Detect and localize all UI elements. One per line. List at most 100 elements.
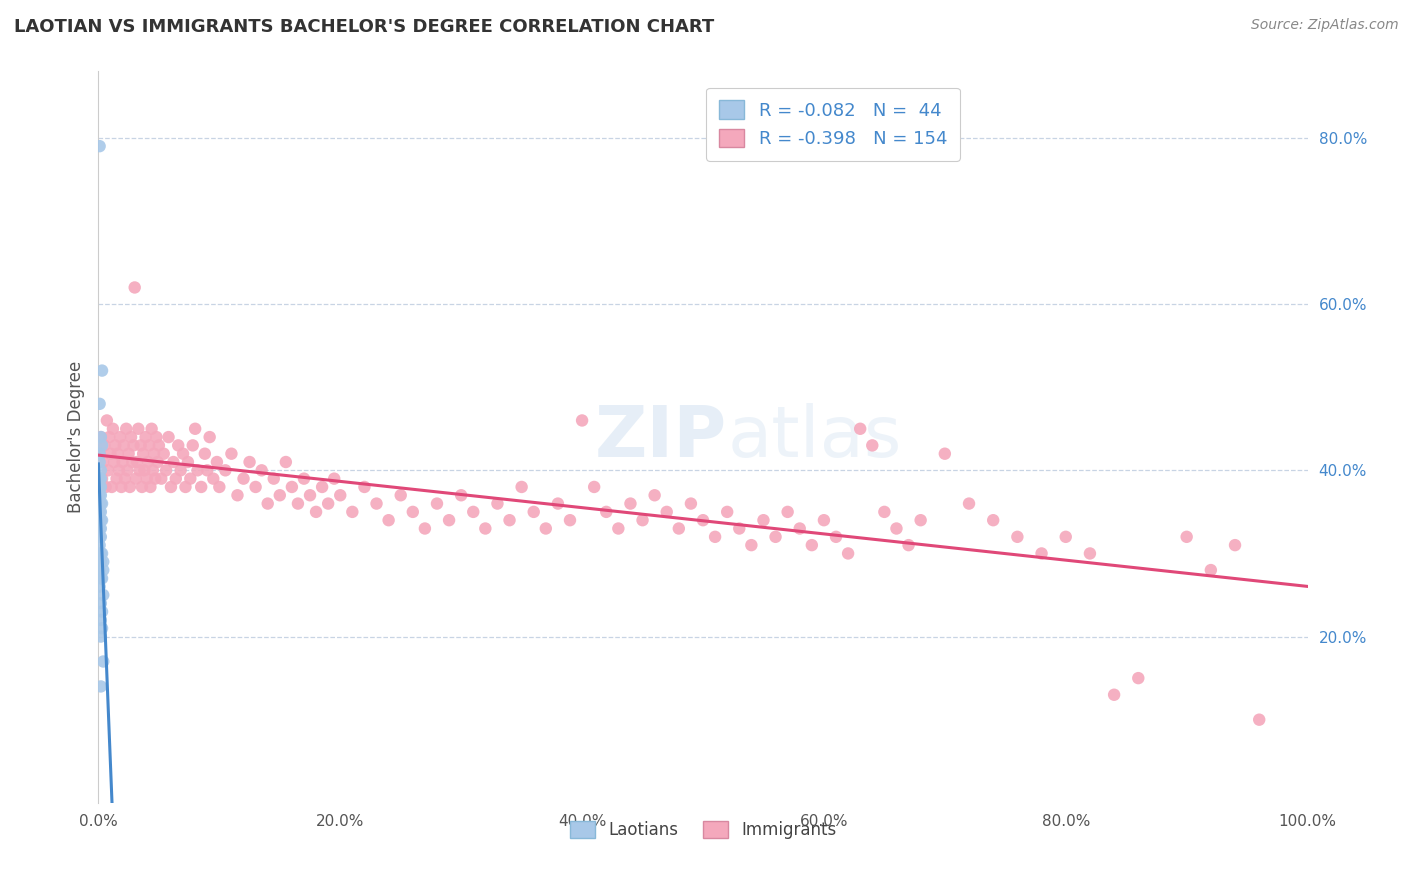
Point xyxy=(105,472,128,486)
Point xyxy=(115,422,138,436)
Point xyxy=(245,480,267,494)
Point xyxy=(96,413,118,427)
Point xyxy=(1007,530,1029,544)
Point xyxy=(198,430,221,444)
Point xyxy=(437,513,460,527)
Point xyxy=(91,588,114,602)
Point xyxy=(90,513,112,527)
Point xyxy=(138,438,160,452)
Point xyxy=(181,438,204,452)
Point xyxy=(631,513,654,527)
Point xyxy=(91,513,114,527)
Point xyxy=(89,521,111,535)
Point xyxy=(90,555,112,569)
Point xyxy=(263,472,285,486)
Point xyxy=(353,480,375,494)
Point xyxy=(292,472,315,486)
Point xyxy=(142,463,165,477)
Point xyxy=(498,513,520,527)
Point xyxy=(120,430,142,444)
Point xyxy=(957,497,980,511)
Point xyxy=(190,480,212,494)
Point xyxy=(117,463,139,477)
Point xyxy=(98,430,121,444)
Point xyxy=(90,430,112,444)
Point xyxy=(299,488,322,502)
Point xyxy=(91,571,114,585)
Point xyxy=(150,472,173,486)
Point xyxy=(179,472,201,486)
Point xyxy=(129,438,152,452)
Point xyxy=(155,463,177,477)
Point xyxy=(91,455,114,469)
Point xyxy=(118,480,141,494)
Point xyxy=(377,513,399,527)
Point xyxy=(1128,671,1150,685)
Point xyxy=(157,430,180,444)
Y-axis label: Bachelor's Degree: Bachelor's Degree xyxy=(66,361,84,513)
Point xyxy=(91,605,114,619)
Point xyxy=(205,455,228,469)
Point xyxy=(644,488,666,502)
Point xyxy=(165,472,187,486)
Point xyxy=(704,530,727,544)
Point xyxy=(208,480,231,494)
Text: Source: ZipAtlas.com: Source: ZipAtlas.com xyxy=(1251,18,1399,32)
Point xyxy=(547,497,569,511)
Point xyxy=(202,472,225,486)
Point xyxy=(1223,538,1246,552)
Point xyxy=(91,363,114,377)
Point xyxy=(143,447,166,461)
Point xyxy=(668,521,690,535)
Point xyxy=(108,463,131,477)
Point xyxy=(91,546,114,560)
Point xyxy=(90,488,112,502)
Point xyxy=(474,521,496,535)
Point xyxy=(728,521,751,535)
Point xyxy=(89,555,111,569)
Point xyxy=(221,447,243,461)
Point xyxy=(90,613,112,627)
Point xyxy=(595,505,617,519)
Point xyxy=(90,463,112,477)
Point xyxy=(510,480,533,494)
Point xyxy=(897,538,920,552)
Text: ZIP: ZIP xyxy=(595,402,727,472)
Point xyxy=(607,521,630,535)
Point xyxy=(90,480,112,494)
Point xyxy=(450,488,472,502)
Point xyxy=(90,521,112,535)
Point xyxy=(232,472,254,486)
Point xyxy=(1249,713,1271,727)
Point xyxy=(187,463,209,477)
Point xyxy=(91,472,114,486)
Point xyxy=(169,463,191,477)
Point xyxy=(89,513,111,527)
Point xyxy=(125,472,148,486)
Point xyxy=(89,563,111,577)
Point xyxy=(107,447,129,461)
Point xyxy=(692,513,714,527)
Point xyxy=(287,497,309,511)
Point xyxy=(139,480,162,494)
Point xyxy=(89,447,111,461)
Point xyxy=(740,538,762,552)
Point xyxy=(679,497,702,511)
Point xyxy=(329,488,352,502)
Point xyxy=(886,521,908,535)
Point xyxy=(174,480,197,494)
Point xyxy=(103,455,125,469)
Point xyxy=(160,480,183,494)
Point xyxy=(281,480,304,494)
Point xyxy=(121,455,143,469)
Point xyxy=(89,472,111,486)
Point xyxy=(752,513,775,527)
Point xyxy=(132,447,155,461)
Point xyxy=(89,139,111,153)
Point xyxy=(114,472,136,486)
Point xyxy=(93,438,115,452)
Point xyxy=(127,422,149,436)
Point xyxy=(366,497,388,511)
Point xyxy=(148,438,170,452)
Point xyxy=(90,546,112,560)
